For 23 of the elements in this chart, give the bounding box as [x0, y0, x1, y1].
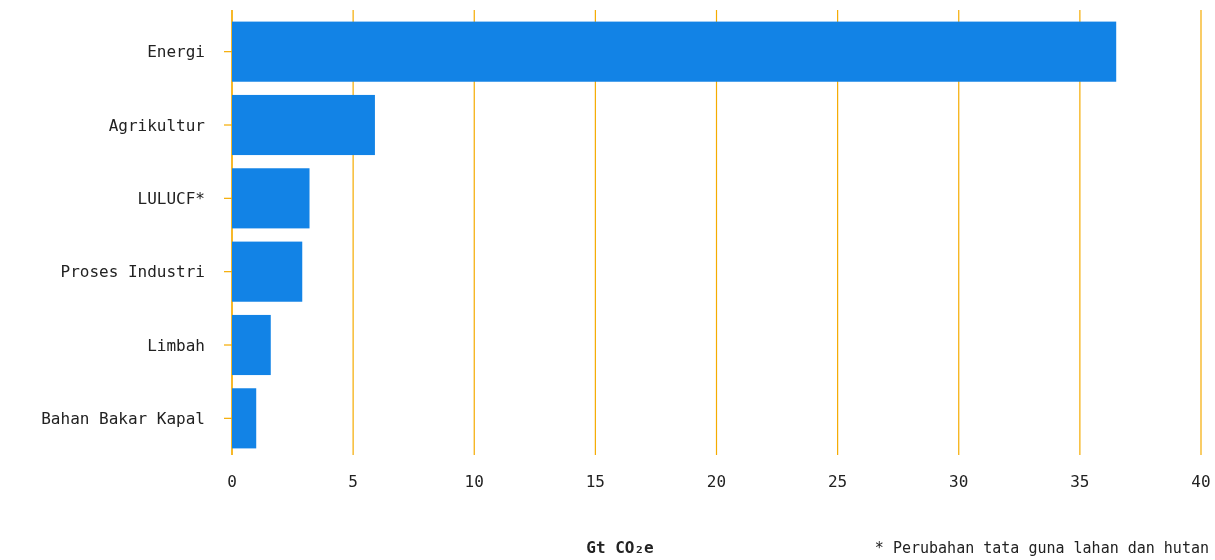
- bar: [232, 388, 257, 449]
- y-tick-label: Energi: [147, 42, 205, 62]
- y-tick-label: LULUCF*: [137, 188, 205, 208]
- y-tick-label: Limbah: [147, 335, 205, 355]
- text: * Perubahan tata guna lahan dan hutan: [874, 539, 1209, 557]
- y-tick-label: Proses Industri: [60, 262, 205, 282]
- x-tick-label: 15: [585, 472, 606, 491]
- x-tick-label: 10: [464, 472, 484, 491]
- x-tick-label: 40: [1191, 472, 1211, 491]
- bar: [232, 94, 375, 156]
- x-axis-title: Gt CO₂e: [586, 538, 654, 557]
- x-tick-label: 25: [827, 472, 848, 491]
- bar: [232, 314, 271, 376]
- x-tick-label: 30: [949, 472, 969, 491]
- bar: [232, 168, 310, 229]
- bar: [232, 241, 303, 302]
- x-tick-label: 20: [706, 472, 727, 491]
- y-tick-label: Bahan Bakar Kapal: [41, 408, 205, 428]
- y-tick-label: Agrikultur: [108, 115, 206, 135]
- x-tick-label: 35: [1070, 472, 1090, 491]
- x-tick-label: 5: [348, 472, 358, 491]
- bar: [232, 21, 1117, 82]
- x-tick-label: 0: [227, 472, 237, 491]
